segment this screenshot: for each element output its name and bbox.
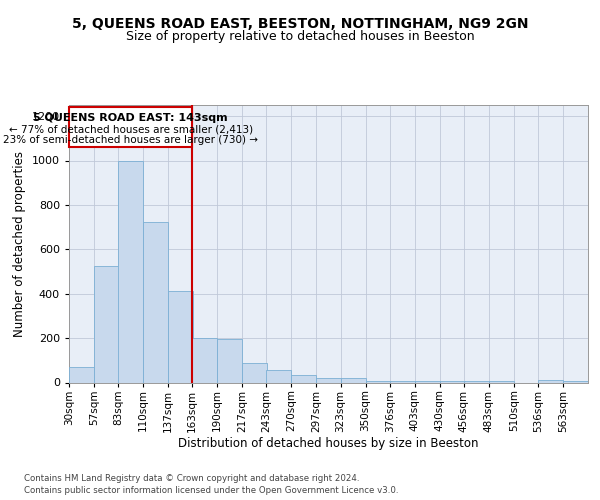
Bar (538, 380, 563, 382)
Text: 5 QUEENS ROAD EAST: 143sqm: 5 QUEENS ROAD EAST: 143sqm (34, 114, 228, 124)
Bar (94, 266, 119, 382)
Bar (192, 338, 217, 382)
Bar (341, 378, 365, 382)
Bar (266, 370, 292, 382)
X-axis label: Distribution of detached houses by size in Beeston: Distribution of detached houses by size … (178, 437, 479, 450)
Text: Size of property relative to detached houses in Beeston: Size of property relative to detached ho… (125, 30, 475, 43)
Text: ← 77% of detached houses are smaller (2,413): ← 77% of detached houses are smaller (2,… (8, 124, 253, 134)
Bar (168, 292, 193, 382)
Bar (292, 374, 316, 382)
Bar (217, 339, 242, 382)
Bar (69, 367, 94, 382)
Bar (242, 362, 268, 382)
Bar (143, 222, 168, 382)
Y-axis label: Number of detached properties: Number of detached properties (13, 151, 26, 337)
Text: Contains HM Land Registry data © Crown copyright and database right 2024.
Contai: Contains HM Land Registry data © Crown c… (24, 474, 398, 495)
Text: 23% of semi-detached houses are larger (730) →: 23% of semi-detached houses are larger (… (3, 135, 258, 145)
Bar (69, 107, 192, 147)
Bar (118, 160, 143, 382)
Text: 5, QUEENS ROAD EAST, BEESTON, NOTTINGHAM, NG9 2GN: 5, QUEENS ROAD EAST, BEESTON, NOTTINGHAM… (72, 18, 528, 32)
Bar (316, 378, 341, 382)
